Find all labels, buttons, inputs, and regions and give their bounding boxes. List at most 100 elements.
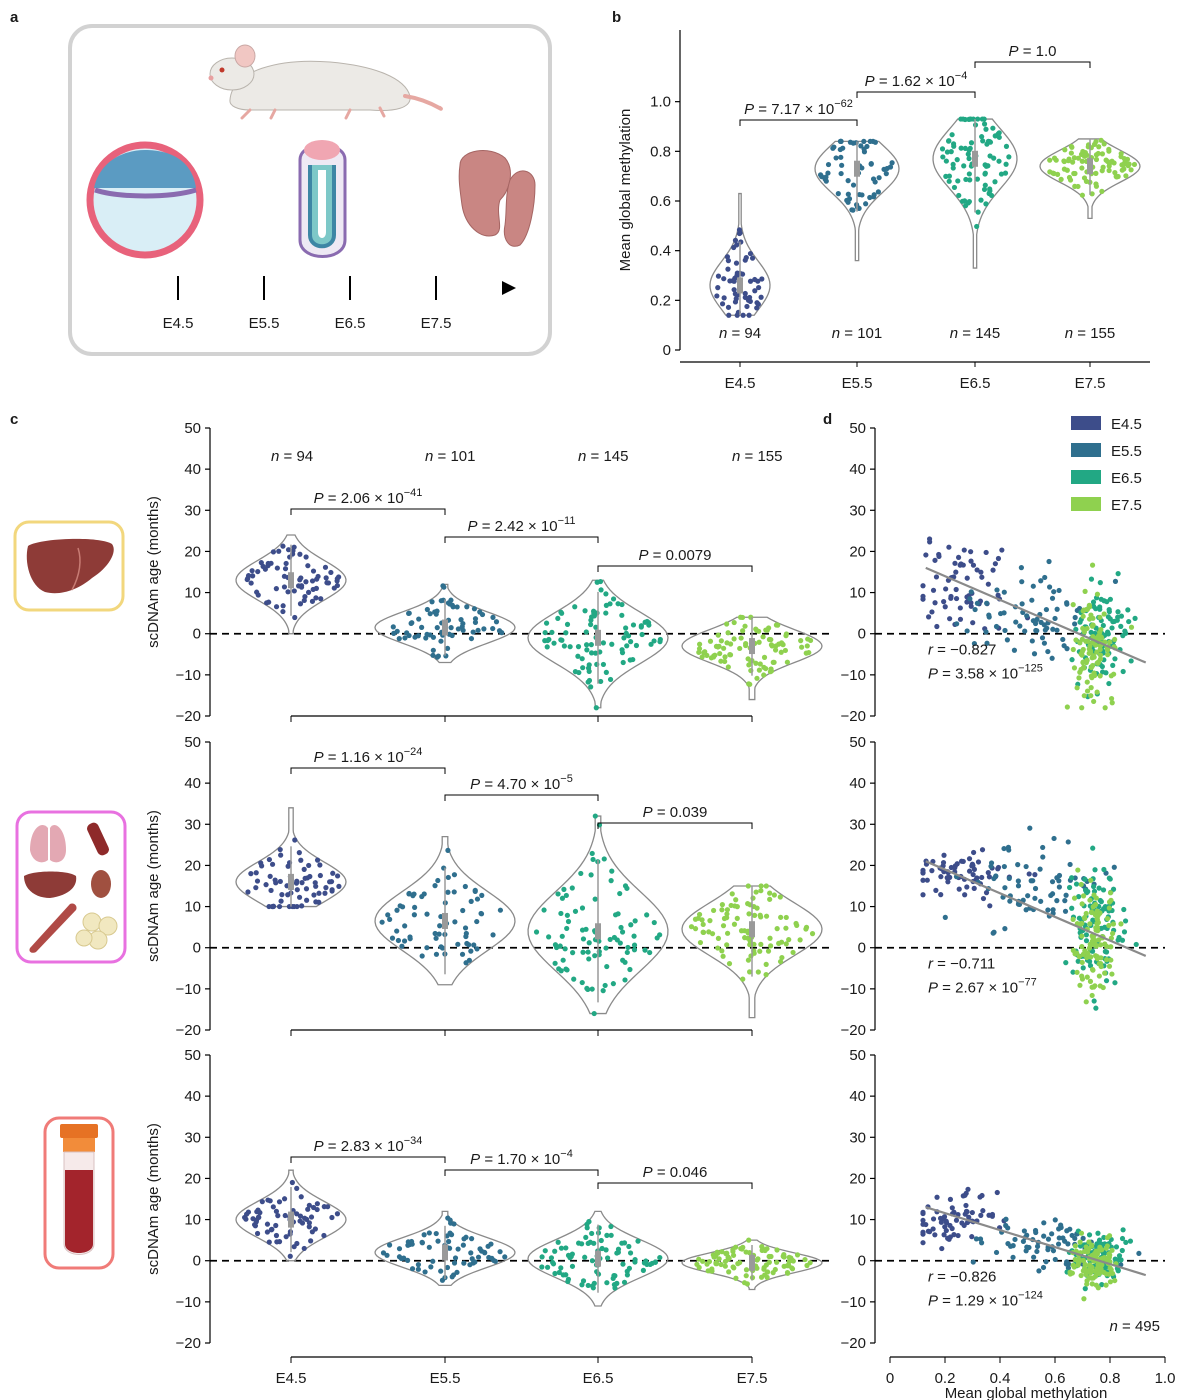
d-point-E6.5 (1069, 657, 1075, 663)
d-point-E7.5 (1118, 921, 1124, 927)
c3-E6.5-point (558, 1245, 565, 1251)
y-axis-label: scDNAm age (months) (145, 496, 162, 648)
d-point-E4.5 (968, 600, 974, 606)
d-point-E5.5 (993, 623, 1000, 630)
c3-E7.5-point (754, 1257, 760, 1263)
d-point-E6.5 (1113, 1244, 1120, 1250)
c2-E5.5-point (433, 951, 440, 957)
c2-E5.5-point (455, 941, 461, 947)
d-point-E4.5 (970, 562, 977, 568)
d-point-E4.5 (953, 569, 959, 575)
c1-E5.5-point (429, 599, 435, 605)
d-point-E6.5 (1115, 571, 1121, 577)
b-E6.5-point (974, 223, 980, 230)
d-point-E6.5 (1112, 656, 1118, 662)
legend-swatch (1071, 416, 1101, 430)
y-tick-label: 40 (849, 775, 866, 792)
b-comparison-0-bracket (739, 119, 858, 126)
b-E4.5-point (749, 255, 756, 261)
c2-E6.5-point (620, 957, 626, 963)
d-point-E4.5 (980, 895, 987, 902)
c3-E4.5-point (270, 1204, 276, 1210)
c1-E7.5-point (805, 636, 811, 642)
d-point-E4.5 (953, 586, 959, 593)
c3-E6.5-point (589, 1230, 595, 1237)
c2-E6.5-point (590, 856, 596, 863)
d-point-E7.5 (1090, 662, 1096, 669)
d-point-E7.5 (1084, 679, 1090, 685)
c1-E7.5-point (768, 642, 775, 648)
d-point-E4.5 (971, 849, 977, 856)
b-E7.5-point (1061, 158, 1067, 164)
d-point-E6.5 (1127, 1238, 1134, 1244)
c3-E7.5-point (772, 1266, 778, 1273)
d-point-E6.5 (1103, 978, 1110, 984)
d-point-E7.5 (1083, 606, 1090, 613)
c2-E6.5-point (631, 947, 638, 953)
c3-E5.5-point (447, 1230, 453, 1236)
c1-E5.5-point (419, 624, 425, 630)
c3-E4.5-point (297, 1218, 303, 1224)
c1-E6.5-point (625, 633, 632, 639)
d-point-E5.5 (1046, 558, 1052, 565)
b-E6.5-point (966, 116, 972, 122)
c2-E4.5-point (299, 903, 305, 909)
d-point-E5.5 (1001, 589, 1007, 595)
c3-E7.5-point (774, 1259, 780, 1265)
c1-E7.5-point (775, 622, 781, 628)
c2-E6.5-point (569, 885, 575, 891)
d-point-E7.5 (1093, 927, 1099, 933)
c2-E6.5-point (565, 918, 572, 925)
c1-E6.5-point (620, 659, 626, 666)
d-point-E5.5 (1069, 1232, 1075, 1239)
c1-E6.5-point (555, 615, 561, 622)
c3-E7.5-point (774, 1247, 780, 1253)
c1-E6.5-point (657, 639, 663, 645)
b-E7.5-point (1113, 173, 1119, 180)
d-point-E5.5 (1045, 907, 1051, 913)
c3-E6.5-point (598, 1237, 604, 1244)
panel-label-b: b (612, 9, 621, 26)
d-point-E6.5 (1100, 622, 1106, 629)
c2-E5.5-point (472, 888, 478, 894)
c3-E4.5-point (259, 1199, 265, 1205)
d-point-E4.5 (932, 600, 938, 606)
c2-E7.5-point (777, 958, 784, 965)
d-point-E4.5 (930, 1216, 937, 1222)
b-E5.5-point (871, 192, 877, 198)
y-tick-label: 0 (663, 342, 671, 359)
c1-E5.5-point (396, 636, 402, 642)
c3-E5.5-point (463, 1234, 469, 1240)
d-point-E7.5 (1097, 652, 1104, 658)
d-point-E4.5 (947, 1196, 954, 1202)
d-point-E5.5 (1050, 626, 1056, 632)
c2-E6.5-point (607, 936, 613, 943)
b-E7.5-point (1068, 150, 1074, 156)
d-point-E4.5 (920, 870, 926, 876)
d-point-E5.5 (1029, 638, 1035, 644)
c1-E6.5-point (572, 604, 578, 610)
c1-E5.5-point (402, 635, 408, 641)
x-tick-label: E5.5 (842, 375, 873, 392)
egg-cylinder-embryo-icon (298, 140, 347, 258)
c3-E5.5-point (401, 1255, 407, 1261)
d-point-E6.5 (1101, 1234, 1107, 1241)
d-point-E5.5 (1001, 845, 1007, 852)
b-E7.5-point (1106, 160, 1113, 167)
c2-E6.5-point (628, 922, 634, 928)
c2-E4.5-point (266, 856, 273, 863)
d-point-E4.5 (946, 1236, 952, 1242)
b-E7.5-point (1123, 173, 1129, 179)
c2-E6.5-point (604, 963, 610, 970)
b-E7.5-point (1089, 191, 1095, 197)
r-value: r = −0.711 (928, 955, 995, 972)
c2-E6.5-point (611, 934, 618, 941)
c3-E6.5-point (647, 1261, 653, 1268)
c3-E4.5-point (312, 1226, 318, 1232)
d-point-E6.5 (1088, 576, 1095, 582)
d-point-E7.5 (1091, 984, 1097, 990)
c3-E5.5-point (468, 1250, 474, 1256)
c2-E4.5-violin (235, 807, 347, 908)
b-E4.5-point (733, 260, 740, 266)
b-E5.5-point (825, 170, 831, 176)
